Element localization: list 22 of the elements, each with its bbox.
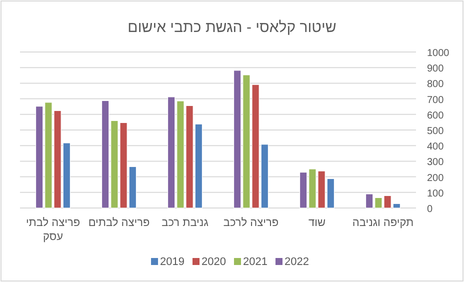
y-tick-label: 400 <box>427 142 444 153</box>
y-tick-label: 1000 <box>427 48 450 59</box>
legend-label: 2021 <box>243 256 268 268</box>
y-tick-label: 800 <box>427 79 444 90</box>
x-tick-label: גניבת רכב <box>162 217 209 229</box>
x-tick-label: פריצה לבתי עסק <box>26 217 80 243</box>
legend-label: 2019 <box>160 256 185 268</box>
x-tick-label: פריצה לבתים <box>88 217 150 229</box>
y-tick-label: 100 <box>427 188 444 200</box>
legend-label: 2020 <box>202 256 226 268</box>
x-tick-label: שוד <box>308 217 326 229</box>
y-tick-label: 700 <box>427 94 444 106</box>
y-tick-label: 600 <box>427 110 444 122</box>
y-tick-label: 200 <box>427 172 444 184</box>
y-tick-label: 900 <box>427 64 444 75</box>
chart-title: שיטור קלאסי - הגשת כתבי אישום <box>128 19 336 36</box>
x-tick-label: תקיפה וגניבה <box>352 217 414 229</box>
y-tick-label: 500 <box>427 126 444 137</box>
y-tick-label: 0 <box>427 204 433 215</box>
x-tick-label: פריצה לרכב <box>223 217 279 229</box>
y-tick-label: 300 <box>427 157 444 168</box>
legend-label: 2022 <box>284 256 309 268</box>
